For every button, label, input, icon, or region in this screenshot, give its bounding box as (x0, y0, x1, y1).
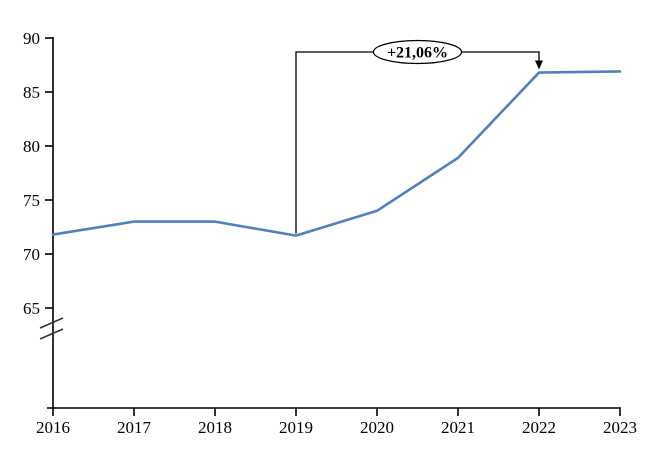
annotation-label: +21,06% (387, 45, 448, 62)
y-axis-tick-label: 70 (23, 245, 40, 264)
y-axis-tick-label: 85 (23, 83, 40, 102)
x-axis-tick-label: 2023 (603, 418, 637, 437)
x-axis-tick-label: 2019 (279, 418, 313, 437)
annotation-ellipse (372, 39, 463, 65)
y-axis-tick-label: 90 (23, 29, 40, 48)
annotation-arrowhead-icon (535, 60, 543, 70)
x-axis-tick-label: 2021 (441, 418, 475, 437)
axis-break-icon (39, 317, 64, 340)
percent-change-annotation: +21,06% (295, 39, 543, 234)
x-axis-tick-label: 2020 (360, 418, 394, 437)
x-axis-tick-label: 2018 (198, 418, 232, 437)
x-axis-tick-label: 2016 (36, 418, 70, 437)
y-axis-tick-label: 65 (23, 299, 40, 318)
y-axis-tick-label: 75 (23, 191, 40, 210)
y-axis-tick-label: 80 (23, 137, 40, 156)
x-axis-tick-label: 2017 (117, 418, 152, 437)
x-axis-tick-label: 2022 (522, 418, 556, 437)
data-series-line (51, 70, 622, 237)
annotation-bracket (295, 51, 540, 234)
